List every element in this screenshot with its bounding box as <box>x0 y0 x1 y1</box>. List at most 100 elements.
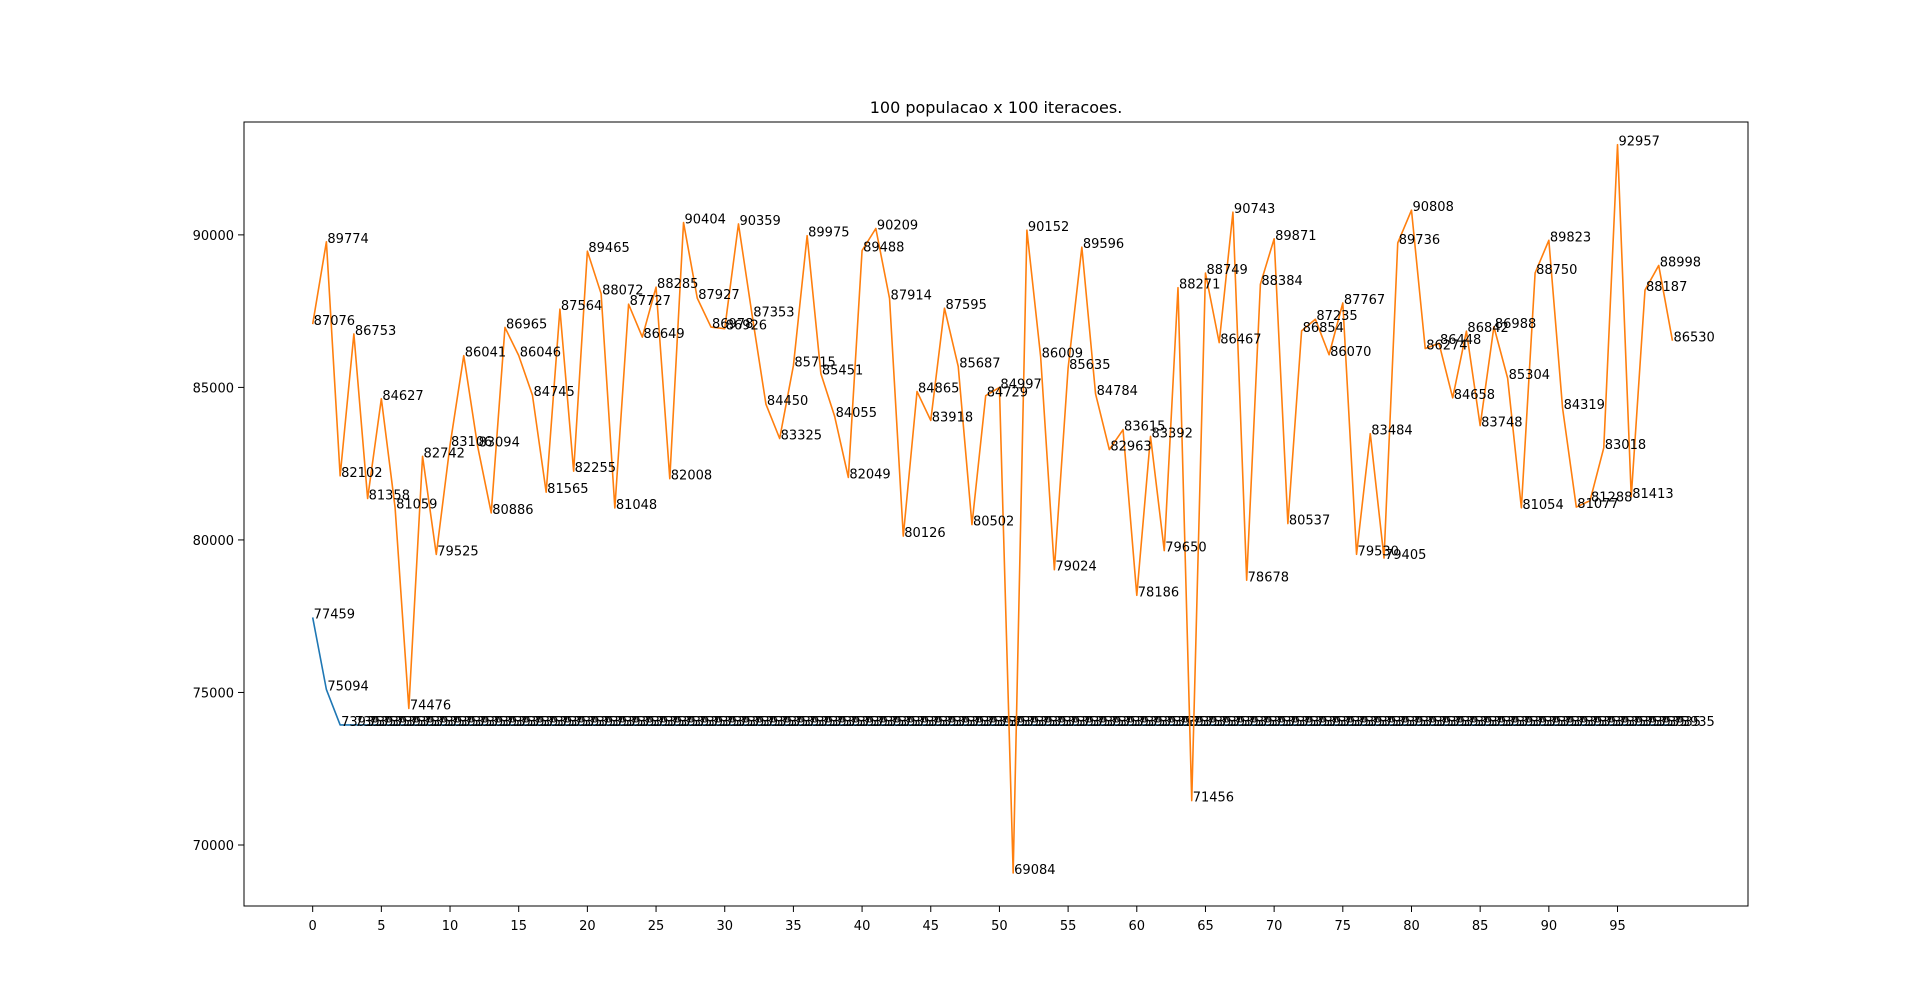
data-label: 84627 <box>382 389 423 404</box>
data-label: 87564 <box>561 299 602 314</box>
data-label: 84450 <box>767 394 808 409</box>
data-label: 74476 <box>410 698 451 713</box>
data-label: 84997 <box>1000 377 1041 392</box>
data-label: 84319 <box>1564 398 1605 413</box>
data-label: 73935 <box>973 715 1014 730</box>
data-label: 82255 <box>575 461 616 476</box>
data-label: 73935 <box>945 715 986 730</box>
data-label: 73935 <box>877 715 918 730</box>
data-label: 73935 <box>1097 715 1138 730</box>
plot-area-frame <box>243 121 1749 907</box>
data-label: 88271 <box>1179 278 1220 293</box>
data-label: 73935 <box>1358 715 1399 730</box>
data-label: 73935 <box>1509 715 1550 730</box>
data-label: 86041 <box>465 346 506 361</box>
data-label: 82049 <box>849 467 890 482</box>
data-label: 82742 <box>424 446 465 461</box>
data-label: 73935 <box>1467 715 1508 730</box>
data-label: 87914 <box>891 289 932 304</box>
data-label: 81358 <box>369 489 410 504</box>
data-label: 80886 <box>492 503 533 518</box>
data-label: 73935 <box>822 715 863 730</box>
data-label: 89774 <box>327 232 368 247</box>
data-label: 73935 <box>1165 715 1206 730</box>
data-label: 73935 <box>1152 715 1193 730</box>
data-label: 78186 <box>1138 585 1179 600</box>
data-label: 87235 <box>1316 309 1357 324</box>
data-label: 86274 <box>1426 339 1467 354</box>
data-label: 88072 <box>602 284 643 299</box>
data-label: 88187 <box>1646 280 1687 295</box>
data-label: 79650 <box>1165 541 1206 556</box>
data-label: 73935 <box>396 715 437 730</box>
y-tick-label: 90000 <box>193 229 234 244</box>
data-label: 81288 <box>1591 491 1632 506</box>
data-label: 73935 <box>836 715 877 730</box>
data-label: 73935 <box>1000 715 1041 730</box>
data-label: 83094 <box>478 436 519 451</box>
series-line <box>311 143 1674 874</box>
data-label: 83018 <box>1605 438 1646 453</box>
data-label: 73935 <box>424 715 465 730</box>
data-label: 73935 <box>1577 715 1618 730</box>
data-label: 73935 <box>1454 715 1495 730</box>
data-label: 73935 <box>478 715 519 730</box>
y-tick-label: 75000 <box>193 686 234 701</box>
data-label: 89871 <box>1275 229 1316 244</box>
x-tick-label: 90 <box>1541 919 1558 934</box>
data-label: 88998 <box>1660 255 1701 270</box>
data-label: 87595 <box>945 298 986 313</box>
data-label: 84745 <box>533 385 574 400</box>
data-label: 90404 <box>685 213 726 228</box>
data-label: 73935 <box>575 715 616 730</box>
x-tick-label: 95 <box>1609 919 1626 934</box>
data-label: 73935 <box>1440 715 1481 730</box>
data-label: 73935 <box>1289 715 1330 730</box>
data-label: 89736 <box>1399 233 1440 248</box>
data-label: 73935 <box>1303 715 1344 730</box>
data-label: 87076 <box>314 314 355 329</box>
data-label: 73935 <box>1014 715 1055 730</box>
data-label: 78678 <box>1248 570 1289 585</box>
data-label: 90743 <box>1234 202 1275 217</box>
data-label: 73935 <box>1426 715 1467 730</box>
data-label: 89488 <box>863 240 904 255</box>
data-label: 89465 <box>588 241 629 256</box>
x-tick-label: 25 <box>648 919 665 934</box>
data-label: 73935 <box>849 715 890 730</box>
x-tick-label: 5 <box>377 919 385 934</box>
chart-title: 100 populacao x 100 iteracoes. <box>870 98 1123 117</box>
data-label: 73935 <box>959 715 1000 730</box>
data-label: 85715 <box>794 356 835 371</box>
data-label: 73935 <box>533 715 574 730</box>
series-1: 87076 89774 82102 86753 81358 84627 81059 74476… <box>311 135 1715 878</box>
data-label: 73935 <box>1275 715 1316 730</box>
data-label: 84729 <box>987 386 1028 401</box>
data-label: 81413 <box>1632 487 1673 502</box>
data-label: 73935 <box>1605 715 1646 730</box>
y-axis: 70000 75000 80000 85000 90000 <box>193 229 244 854</box>
data-label: 73935 <box>1138 715 1179 730</box>
data-label: 92957 <box>1619 135 1660 150</box>
data-label: 88749 <box>1206 263 1247 278</box>
data-label: 86046 <box>520 345 561 360</box>
data-label: 81059 <box>396 498 437 513</box>
x-tick-label: 65 <box>1197 919 1214 934</box>
data-label: 86842 <box>1467 321 1508 336</box>
data-label: 81054 <box>1522 498 1563 513</box>
data-label: 73935 <box>1261 715 1302 730</box>
data-label: 73935 <box>1248 715 1289 730</box>
data-label: 90152 <box>1028 220 1069 235</box>
x-tick-label: 80 <box>1403 919 1420 934</box>
data-label: 83325 <box>781 428 822 443</box>
data-label: 73935 <box>1412 715 1453 730</box>
data-label: 75094 <box>327 680 368 695</box>
data-label: 85635 <box>1069 358 1110 373</box>
data-label: 73935 <box>1330 715 1371 730</box>
data-label: 73935 <box>437 715 478 730</box>
data-label: 73935 <box>355 715 396 730</box>
data-label: 77459 <box>314 607 355 622</box>
data-label: 73935 <box>1619 715 1660 730</box>
plot-series: 7745975094739357393573935739357393573935… <box>311 135 1715 878</box>
